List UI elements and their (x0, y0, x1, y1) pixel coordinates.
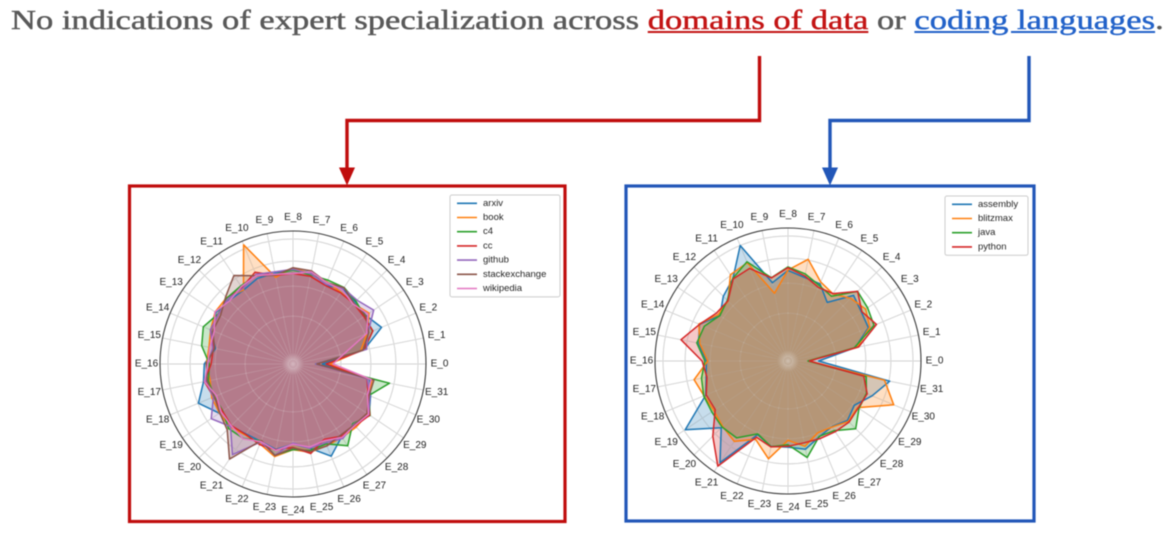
svg-text:E_8: E_8 (779, 209, 797, 220)
svg-text:E_10: E_10 (225, 223, 249, 234)
svg-text:E_2: E_2 (419, 302, 437, 313)
svg-text:E_13: E_13 (160, 277, 184, 288)
svg-text:github: github (483, 255, 509, 266)
svg-text:E_1: E_1 (923, 327, 941, 338)
svg-text:E_12: E_12 (673, 252, 697, 263)
svg-text:E_23: E_23 (748, 499, 772, 510)
svg-text:E_20: E_20 (673, 459, 697, 470)
svg-text:E_31: E_31 (920, 384, 944, 395)
svg-text:python: python (978, 241, 1007, 252)
svg-text:E_14: E_14 (641, 299, 665, 310)
svg-text:E_25: E_25 (310, 502, 334, 513)
svg-text:E_29: E_29 (403, 440, 427, 451)
svg-text:E_25: E_25 (805, 499, 829, 510)
svg-text:E_7: E_7 (313, 215, 331, 226)
svg-text:E_2: E_2 (914, 299, 932, 310)
svg-text:stackexchange: stackexchange (483, 269, 546, 280)
svg-text:book: book (483, 212, 504, 223)
svg-text:E_17: E_17 (633, 384, 657, 395)
svg-text:E_4: E_4 (883, 252, 901, 263)
svg-text:E_31: E_31 (425, 387, 449, 398)
svg-text:E_19: E_19 (160, 440, 184, 451)
svg-text:E_16: E_16 (630, 356, 654, 367)
svg-text:E_6: E_6 (835, 220, 853, 231)
svg-text:E_29: E_29 (898, 437, 922, 448)
svg-text:E_7: E_7 (808, 212, 826, 223)
svg-text:E_15: E_15 (633, 327, 657, 338)
svg-text:E_9: E_9 (751, 212, 769, 223)
svg-text:E_30: E_30 (417, 415, 441, 426)
svg-text:assembly: assembly (978, 199, 1018, 210)
svg-text:E_26: E_26 (832, 491, 856, 502)
svg-text:E_22: E_22 (225, 494, 249, 505)
svg-text:E_15: E_15 (138, 330, 162, 341)
svg-text:cc: cc (483, 240, 493, 251)
svg-text:E_21: E_21 (695, 477, 719, 488)
svg-text:java: java (977, 227, 996, 238)
svg-text:E_4: E_4 (388, 255, 406, 266)
svg-text:E_16: E_16 (135, 359, 159, 370)
svg-text:E_14: E_14 (146, 302, 170, 313)
svg-text:E_3: E_3 (901, 274, 919, 285)
svg-text:E_28: E_28 (385, 462, 409, 473)
svg-text:E_30: E_30 (912, 412, 936, 423)
svg-text:E_5: E_5 (366, 237, 384, 248)
svg-text:E_1: E_1 (428, 330, 446, 341)
svg-text:blitzmax: blitzmax (978, 213, 1013, 224)
svg-text:E_0: E_0 (926, 356, 944, 367)
svg-text:E_3: E_3 (406, 277, 424, 288)
svg-text:E_26: E_26 (337, 494, 361, 505)
svg-text:E_27: E_27 (858, 477, 882, 488)
svg-text:E_9: E_9 (256, 215, 274, 226)
svg-text:E_21: E_21 (200, 480, 224, 491)
svg-text:E_17: E_17 (138, 387, 162, 398)
svg-text:wikipedia: wikipedia (482, 283, 523, 294)
svg-text:E_23: E_23 (253, 502, 277, 513)
svg-text:E_11: E_11 (695, 234, 718, 245)
svg-text:E_0: E_0 (431, 359, 449, 370)
svg-text:E_6: E_6 (340, 223, 358, 234)
svg-text:E_19: E_19 (655, 437, 679, 448)
svg-text:E_20: E_20 (178, 462, 202, 473)
svg-text:E_13: E_13 (655, 274, 679, 285)
svg-text:E_18: E_18 (146, 415, 170, 426)
svg-text:E_28: E_28 (880, 459, 904, 470)
svg-text:E_27: E_27 (363, 480, 387, 491)
svg-text:arxiv: arxiv (483, 198, 503, 209)
svg-text:E_24: E_24 (281, 505, 305, 516)
svg-text:E_12: E_12 (178, 255, 202, 266)
svg-text:c4: c4 (483, 226, 493, 237)
svg-text:E_22: E_22 (720, 491, 744, 502)
svg-text:E_24: E_24 (776, 502, 800, 513)
svg-text:E_10: E_10 (720, 220, 744, 231)
svg-text:E_8: E_8 (284, 212, 302, 223)
svg-text:E_18: E_18 (641, 412, 665, 423)
svg-text:E_5: E_5 (861, 234, 879, 245)
svg-text:E_11: E_11 (200, 237, 223, 248)
